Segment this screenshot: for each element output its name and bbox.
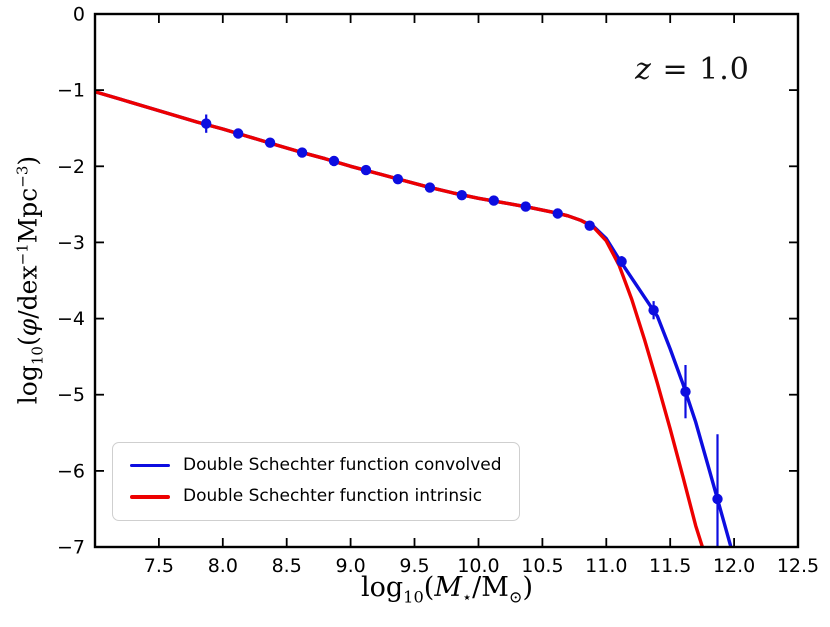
legend-item-intrinsic: Double Schechter function intrinsic (130, 486, 502, 507)
xlabel-slash: / (472, 572, 482, 603)
xlabel-sun: ⊙ (508, 587, 523, 607)
redshift-variable: z (635, 52, 652, 87)
data-point (360, 164, 372, 176)
x-tick-label: 12.0 (713, 555, 755, 577)
x-tick-label: 11.5 (649, 555, 691, 577)
data-point (456, 190, 467, 201)
x-tick-label: 12.5 (777, 555, 819, 577)
x-tick-label: 11.0 (585, 555, 627, 577)
x-tick-label: 9.0 (335, 555, 365, 577)
ylabel-unit2: Mpc (13, 187, 43, 244)
legend: Double Schechter function convolved Doub… (112, 442, 520, 521)
x-axis-label: log10(M⋆/M⊙) (361, 572, 533, 606)
ylabel-close: ) (13, 155, 43, 166)
data-point (488, 195, 499, 206)
y-tick-label: −7 (57, 537, 85, 559)
xlabel-sub10: 10 (403, 587, 424, 607)
ylabel-sup2: −3 (13, 165, 32, 188)
legend-label-intrinsic: Double Schechter function intrinsic (183, 486, 483, 507)
legend-line-convolved-icon (130, 463, 170, 468)
data-point (296, 147, 308, 158)
data-point (424, 182, 436, 193)
axes-frame (93, 12, 800, 549)
data-point (712, 493, 723, 505)
xlabel-log: log (360, 572, 404, 603)
data-point (328, 155, 340, 167)
xlabel-msun: M (481, 572, 509, 603)
x-tick-label: 7.5 (144, 555, 174, 577)
y-tick-label: −2 (57, 156, 85, 178)
legend-label-convolved: Double Schechter function convolved (183, 455, 502, 475)
y-tick-label: −5 (57, 384, 85, 406)
y-tick-label: −3 (57, 232, 85, 254)
xlabel-close: ) (522, 572, 534, 603)
xlabel-star: ⋆ (461, 587, 473, 607)
data-point (584, 220, 595, 231)
legend-line-intrinsic-icon (130, 495, 170, 499)
ylabel-sub10: 10 (28, 346, 47, 366)
series-line (95, 90, 705, 547)
redshift-annotation: z = 1.0 (610, 52, 775, 87)
y-tick-label: 0 (73, 4, 85, 26)
data-point (264, 137, 276, 148)
y-axis-label: log10(φ/dex−1Mpc−3) (13, 156, 46, 404)
ylabel-open: ( (13, 336, 43, 347)
ylabel-phi: φ (13, 318, 43, 337)
data-point (201, 118, 212, 129)
data-point (520, 201, 531, 212)
data-point (680, 386, 691, 397)
x-tick-label: 10.5 (521, 555, 563, 577)
x-tick-label: 8.5 (272, 555, 302, 577)
x-tick-label: 8.0 (208, 555, 238, 577)
data-point (552, 208, 563, 219)
redshift-value: = 1.0 (651, 52, 750, 87)
data-point (648, 305, 659, 316)
x-tick-label: 9.5 (399, 555, 429, 577)
y-tick-label: −1 (57, 80, 85, 102)
y-tick-label: −6 (57, 460, 85, 482)
data-point (616, 256, 627, 267)
ylabel-log: log (13, 365, 43, 405)
x-tick-label: 10.0 (457, 555, 499, 577)
legend-item-convolved: Double Schechter function convolved (130, 455, 502, 476)
data-point (233, 128, 244, 139)
xlabel-open: ( (423, 572, 435, 603)
xlabel-mass: M (434, 572, 462, 603)
ylabel-unit1: /dex (13, 265, 43, 319)
ylabel-sup1: −1 (13, 243, 32, 266)
y-tick-label: −4 (57, 308, 85, 330)
data-point (392, 174, 404, 185)
